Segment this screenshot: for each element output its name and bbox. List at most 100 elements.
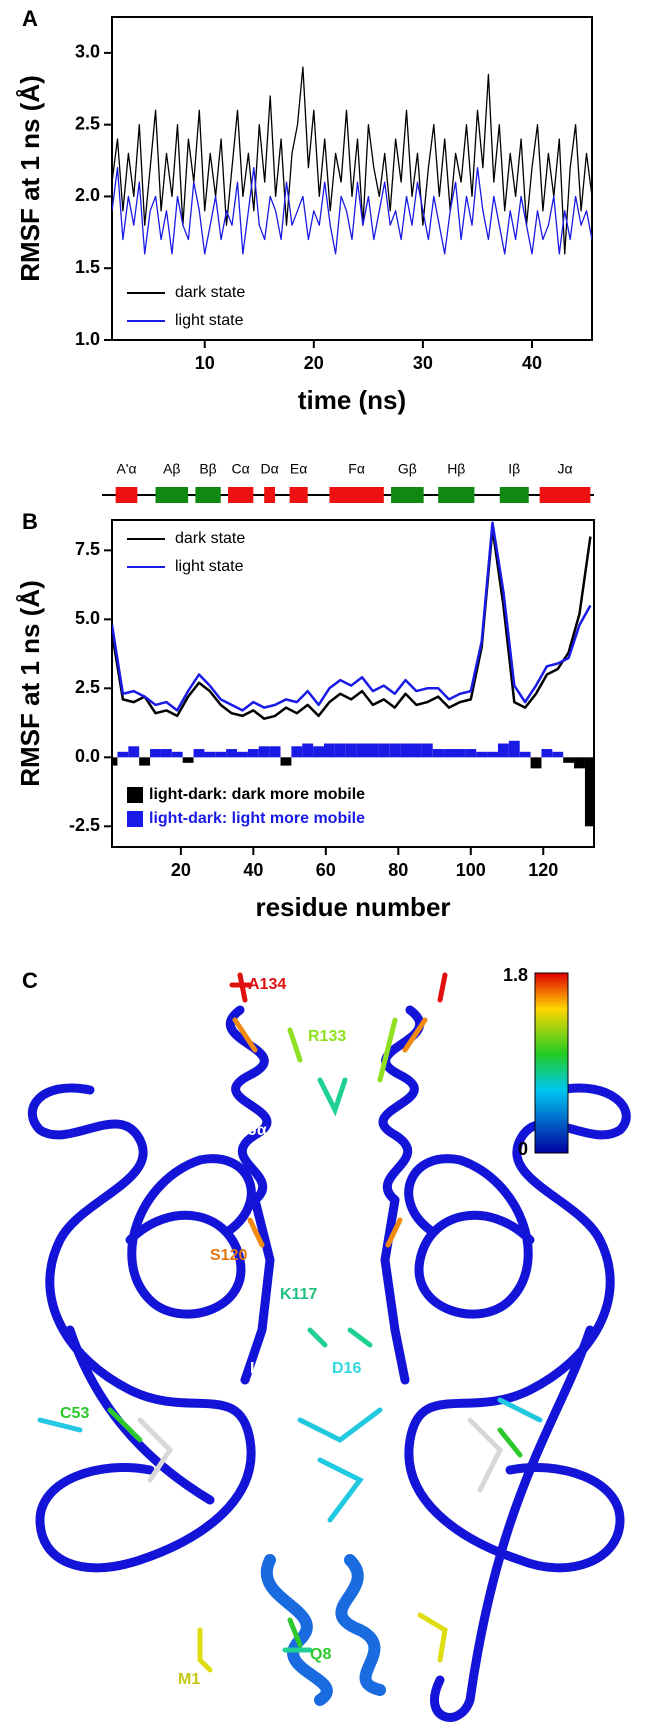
series-line <box>112 527 592 720</box>
structure-element <box>195 487 221 503</box>
x-tick-label: 40 <box>243 860 263 880</box>
y-axis-title: RMSF at 1 ns (Å) <box>15 580 45 787</box>
y-tick-label: 7.5 <box>75 539 100 559</box>
difference-bar <box>112 757 118 766</box>
difference-bar <box>215 751 227 758</box>
structure-label: Jα <box>557 461 572 477</box>
y-tick-label: 1.0 <box>75 329 100 349</box>
residue-label: Jα <box>248 1122 267 1139</box>
structure-element <box>227 487 254 503</box>
difference-bar <box>584 757 594 827</box>
difference-bar <box>171 751 183 758</box>
y-tick-label: 0.0 <box>75 746 100 766</box>
structure-element <box>115 487 138 503</box>
difference-bar <box>552 751 564 758</box>
difference-bar <box>334 743 346 758</box>
structure-label: Iβ <box>508 461 520 477</box>
legend-label: light-dark: dark more mobile <box>149 786 365 803</box>
side-chain <box>107 1407 523 1648</box>
series-line <box>112 66 592 255</box>
side-chain <box>137 1417 504 1493</box>
difference-bar <box>117 751 129 758</box>
difference-bar <box>237 751 248 758</box>
residue-label: A134 <box>248 976 286 993</box>
y-tick-label: -2.5 <box>69 815 100 835</box>
colorbar-label: 0 <box>518 1139 528 1159</box>
x-tick-label: 10 <box>195 353 215 373</box>
residue-label: Iβ <box>250 1360 264 1377</box>
difference-bar <box>226 749 238 758</box>
legend-label: light state <box>175 558 244 575</box>
x-tick-label: 20 <box>171 860 191 880</box>
y-tick-label: 2.0 <box>75 185 100 205</box>
difference-bar <box>508 740 520 758</box>
difference-bar <box>324 743 335 758</box>
panel-label: C <box>22 968 38 993</box>
difference-bar <box>443 749 455 758</box>
difference-bar <box>541 749 553 758</box>
structure-label: Fα <box>348 461 365 477</box>
ribbon <box>404 1154 595 1722</box>
x-tick-label: 120 <box>528 860 558 880</box>
difference-bar <box>367 743 379 758</box>
residue-label: R133 <box>308 1028 346 1045</box>
difference-bar <box>160 749 172 758</box>
difference-bar <box>497 743 509 758</box>
structure-label: A'α <box>116 461 136 477</box>
structure-element <box>391 487 424 503</box>
colorbar-label: 1.8 <box>503 965 528 985</box>
structure-label: Cα <box>232 461 250 477</box>
structure-element <box>329 487 384 503</box>
difference-bar <box>574 757 585 769</box>
y-axis-title: RMSF at 1 ns (Å) <box>15 75 45 282</box>
ribbon <box>65 1154 256 1505</box>
difference-bar <box>454 749 466 758</box>
difference-bar <box>465 749 477 758</box>
difference-bar <box>432 749 444 758</box>
side-chain <box>37 1397 543 1523</box>
x-tick-label: 80 <box>388 860 408 880</box>
side-chain <box>197 1612 448 1673</box>
difference-bar <box>345 743 357 758</box>
panel-label: B <box>22 509 38 534</box>
difference-bar <box>193 749 205 758</box>
plot-frame <box>111 519 595 848</box>
panel-c: C A134 R133 Jα S120 K117 Iβ D16 Eα C53 A… <box>22 965 631 1722</box>
ribbon <box>261 1554 386 1706</box>
difference-bar <box>291 746 303 758</box>
ribbon <box>404 1083 631 1573</box>
residue-label: M1 <box>178 1671 200 1688</box>
structure-label: Dα <box>261 461 279 477</box>
structure-label: Aβ <box>163 461 180 477</box>
structure-label: Bβ <box>199 461 216 477</box>
difference-bar <box>378 743 390 758</box>
structure-element <box>539 487 591 503</box>
residue-label: C53 <box>60 1405 89 1422</box>
side-chain <box>287 1017 398 1083</box>
panel-label: A <box>22 6 38 31</box>
side-chain <box>229 972 448 1003</box>
legend-label: light-dark: light more mobile <box>149 810 365 827</box>
legend-label: dark state <box>175 530 245 547</box>
legend-swatch <box>127 787 143 803</box>
structure-label: Gβ <box>398 461 417 477</box>
structure-label: Hβ <box>447 461 465 477</box>
difference-bar <box>204 751 216 758</box>
difference-bar <box>519 751 531 758</box>
difference-bar <box>182 757 194 763</box>
difference-bar <box>280 757 292 766</box>
legend-swatch <box>127 811 143 827</box>
difference-bar <box>487 751 498 758</box>
difference-bar <box>410 743 422 758</box>
residue-label: K117 <box>280 1286 317 1303</box>
difference-bar <box>128 746 140 758</box>
structure-label: Eα <box>290 461 307 477</box>
series-line <box>112 521 592 712</box>
legend-label: light state <box>175 312 244 329</box>
side-chain <box>232 1017 428 1248</box>
residue-label: Q8 <box>310 1646 331 1663</box>
y-tick-label: 2.5 <box>75 677 100 697</box>
structure-element <box>264 487 276 503</box>
difference-bar <box>400 743 411 758</box>
difference-bar <box>139 757 151 766</box>
